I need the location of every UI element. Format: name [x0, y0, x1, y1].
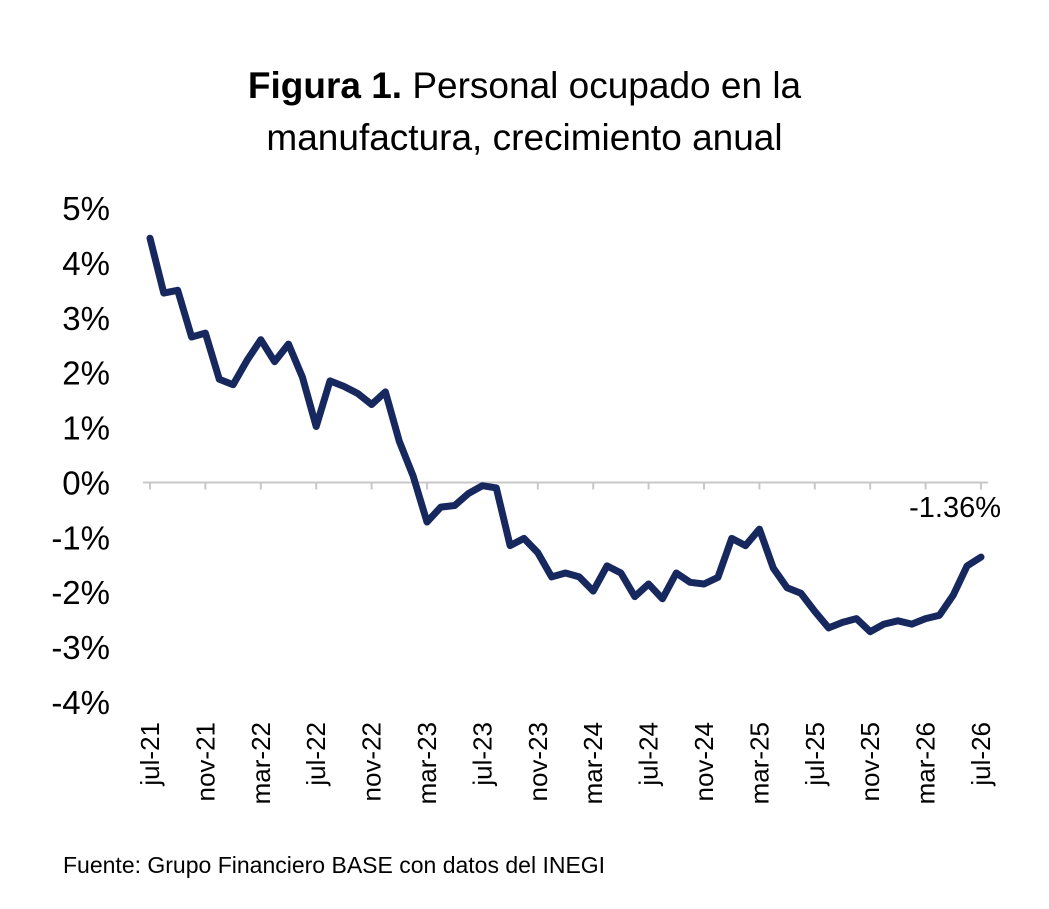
- last-value-label: -1.36%: [909, 492, 1001, 524]
- source-note: Fuente: Grupo Financiero BASE con datos …: [63, 852, 606, 878]
- y-tick-label: 5%: [62, 190, 110, 227]
- x-tick-label: jul-23: [467, 722, 497, 787]
- y-tick-label: 1%: [62, 410, 110, 447]
- series-line: [146, 234, 985, 636]
- x-tick-label: mar-22: [246, 722, 276, 804]
- y-tick-label: 4%: [62, 245, 110, 282]
- chart-title: Figura 1. Personal ocupado en la manufac…: [0, 60, 1049, 164]
- x-tick-label: nov-21: [190, 722, 220, 802]
- x-tick-label: jul-22: [301, 722, 331, 787]
- x-tick-label: jul-26: [966, 722, 996, 787]
- x-tick-label: mar-25: [744, 722, 774, 804]
- chart-title-line-2: manufactura, crecimiento anual: [266, 117, 783, 158]
- chart-title-rest: Personal ocupado en la: [402, 65, 802, 106]
- y-tick-label: -1%: [51, 519, 110, 556]
- y-tick-label: 3%: [62, 300, 110, 337]
- x-axis: jul-21 nov-21 mar-22 jul-22 nov-22 mar-23 jul-…: [135, 481, 996, 804]
- series-layer: [146, 234, 985, 636]
- x-tick-label: nov-24: [689, 722, 719, 802]
- x-tick-label: nov-23: [523, 722, 553, 802]
- y-tick-label: -3%: [51, 629, 110, 666]
- chart-title-line-1: Figura 1. Personal ocupado en la: [0, 60, 1049, 112]
- x-tick-label: nov-25: [855, 722, 885, 802]
- y-tick-label: 0%: [62, 464, 110, 501]
- x-tick-label: jul-21: [135, 722, 165, 787]
- y-tick-label: -2%: [51, 574, 110, 611]
- x-tick-label: nov-22: [357, 722, 387, 802]
- chart-title-bold: Figura 1.: [247, 65, 403, 106]
- x-tick-label: mar-24: [578, 722, 608, 804]
- annotation-layer: -1.36%: [909, 492, 1001, 524]
- y-tick-label: 2%: [62, 355, 110, 392]
- x-tick-label: mar-23: [412, 722, 442, 804]
- x-tick-label: jul-25: [800, 722, 830, 787]
- y-axis: 5% 4% 3% 2% 1% 0% -1% -2% -3% -4%: [51, 190, 110, 721]
- y-tick-label: -4%: [51, 684, 110, 721]
- x-tick-label: mar-26: [911, 722, 941, 804]
- x-tick-label: jul-24: [634, 722, 664, 787]
